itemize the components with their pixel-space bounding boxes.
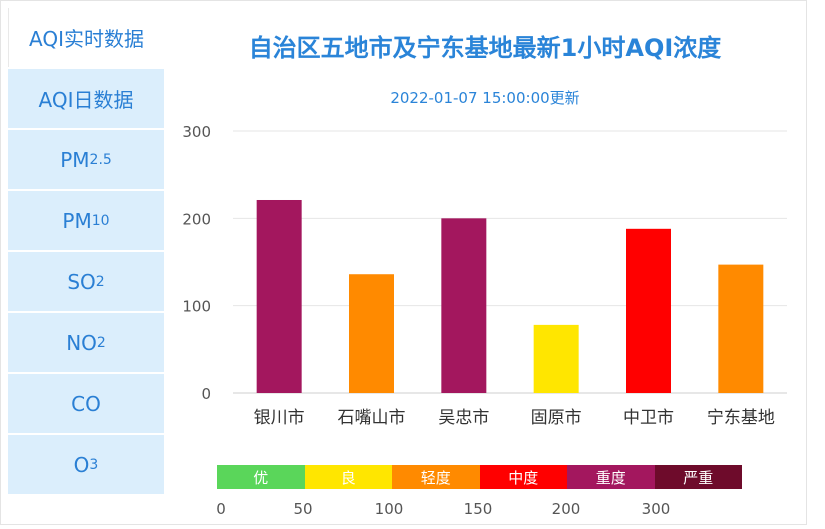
- tab-6[interactable]: CO: [8, 374, 164, 433]
- legend-tick-label: 150: [463, 500, 493, 518]
- x-tick-label: 宁东基地: [707, 408, 775, 428]
- legend-tick-label: 300: [641, 500, 671, 518]
- x-tick-label: 中卫市: [623, 408, 674, 428]
- tab-label: AQI实时数据: [29, 27, 144, 51]
- legend-level-2: 轻度: [392, 465, 480, 489]
- bar-3[interactable]: [533, 324, 579, 393]
- tab-label-subscript: 2: [96, 334, 106, 351]
- tab-2[interactable]: PM 2.5: [8, 130, 164, 189]
- bar-2[interactable]: [441, 218, 487, 393]
- legend-level-4: 重度: [567, 465, 655, 489]
- tab-0[interactable]: AQI实时数据: [8, 8, 164, 67]
- tab-label-subscript: 2.5: [89, 151, 112, 168]
- tab-label: SO: [67, 269, 96, 294]
- x-tick-label: 固原市: [531, 408, 582, 428]
- x-tick-label: 石嘴山市: [338, 408, 406, 428]
- x-tick-label: 银川市: [254, 408, 305, 428]
- bar-4[interactable]: [626, 228, 671, 393]
- tab-1[interactable]: AQI日数据: [8, 69, 164, 128]
- aqi-bar-chart: 0 100 200 300 银川市 石嘴山市 吴忠市 固原市 中卫市 宁东基地: [182, 123, 787, 428]
- legend-tick-label: 0: [216, 500, 226, 518]
- bar-0[interactable]: [256, 199, 302, 393]
- tab-4[interactable]: SO 2: [8, 252, 164, 311]
- legend-tick-label: 200: [551, 500, 581, 518]
- x-tick-label: 吴忠市: [438, 408, 489, 428]
- y-tick-label: 100: [182, 298, 211, 316]
- legend-tick-label: 100: [374, 500, 404, 518]
- tab-label: PM: [62, 208, 92, 233]
- chart-title: 自治区五地市及宁东基地最新1小时AQI浓度: [248, 34, 722, 62]
- tab-label-subscript: 2: [95, 273, 105, 290]
- tab-label-subscript: 10: [91, 212, 110, 229]
- y-tick-label: 0: [201, 385, 211, 403]
- tab-label: PM: [60, 147, 90, 172]
- legend-level-1: 良: [304, 465, 392, 489]
- y-tick-label: 300: [182, 123, 211, 141]
- y-tick-label: 200: [182, 210, 211, 228]
- tab-label: CO: [71, 391, 101, 416]
- legend-level-5: 严重: [654, 465, 742, 489]
- tab-5[interactable]: NO 2: [8, 313, 164, 372]
- legend-level-3: 中度: [479, 465, 567, 489]
- tab-label: NO: [66, 330, 97, 355]
- tab-label: AQI日数据: [38, 88, 134, 112]
- tab-label: O: [73, 452, 90, 477]
- chart-subtitle: 2022-01-07 15:00:00更新: [390, 89, 580, 107]
- bar-1[interactable]: [349, 274, 394, 393]
- aqi-legend-ticks: 0 50 100 150 200 300: [0, 500, 825, 520]
- tab-label-subscript: 3: [89, 456, 99, 473]
- tab-3[interactable]: PM 10: [8, 191, 164, 250]
- aqi-legend: 优良轻度 中度 重度 严重: [217, 465, 742, 489]
- legend-tick-label: 50: [293, 500, 313, 518]
- bar-5[interactable]: [718, 264, 764, 393]
- legend-level-0: 优: [217, 465, 305, 489]
- sidebar: AQI实时数据 AQI日数据 PM 2.5 PM 10 SO 2 NO 2 CO O 3: [8, 8, 164, 496]
